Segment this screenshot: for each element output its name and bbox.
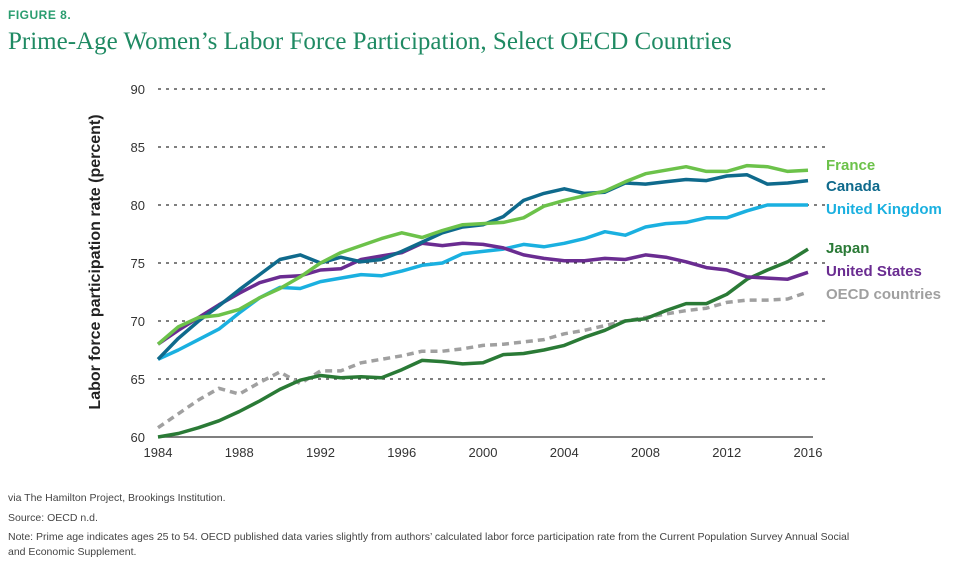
series-line-oecd-countries <box>157 290 809 430</box>
footnote-via: via The Hamilton Project, Brookings Inst… <box>8 492 226 504</box>
x-tick-label: 2008 <box>631 445 660 460</box>
x-tick-label: 1988 <box>225 445 254 460</box>
series-line-france <box>156 163 809 346</box>
x-tick-label: 1992 <box>306 445 335 460</box>
y-tick-label: 70 <box>131 314 145 329</box>
y-tick-label: 85 <box>131 140 145 155</box>
footnote-note: Note: Prime age indicates ages 25 to 54.… <box>8 531 850 558</box>
x-tick-label: 1996 <box>387 445 416 460</box>
chart-title: Prime-Age Women’s Labor Force Participat… <box>8 28 732 55</box>
y-tick-label: 75 <box>131 256 145 271</box>
x-tick-label: 2012 <box>712 445 741 460</box>
series-line-japan <box>157 247 809 439</box>
x-tick-label: 1984 <box>144 445 173 460</box>
x-tick-label: 2000 <box>469 445 498 460</box>
y-tick-label: 60 <box>131 430 145 445</box>
y-axis-label: Labor force participation rate (percent) <box>87 114 104 409</box>
legend-label-united-states: United States <box>826 263 922 280</box>
series-line-united-kingdom <box>157 203 808 361</box>
legend-label-oecd-countries: OECD countries <box>826 286 941 303</box>
y-tick-label: 90 <box>131 82 145 97</box>
legend-label-japan: Japan <box>826 240 869 257</box>
y-tick-label: 65 <box>131 372 145 387</box>
y-tick-label: 80 <box>131 198 145 213</box>
legend-label-united-kingdom: United Kingdom <box>826 201 942 218</box>
x-tick-label: 2004 <box>550 445 579 460</box>
legend-label-canada: Canada <box>826 178 881 195</box>
series-line-united-states <box>157 241 809 346</box>
x-tick-label: 2016 <box>794 445 823 460</box>
legend-label-france: France <box>826 157 875 174</box>
footnote-source: Source: OECD n.d. <box>8 512 98 524</box>
figure-label: FIGURE 8. <box>8 8 72 22</box>
